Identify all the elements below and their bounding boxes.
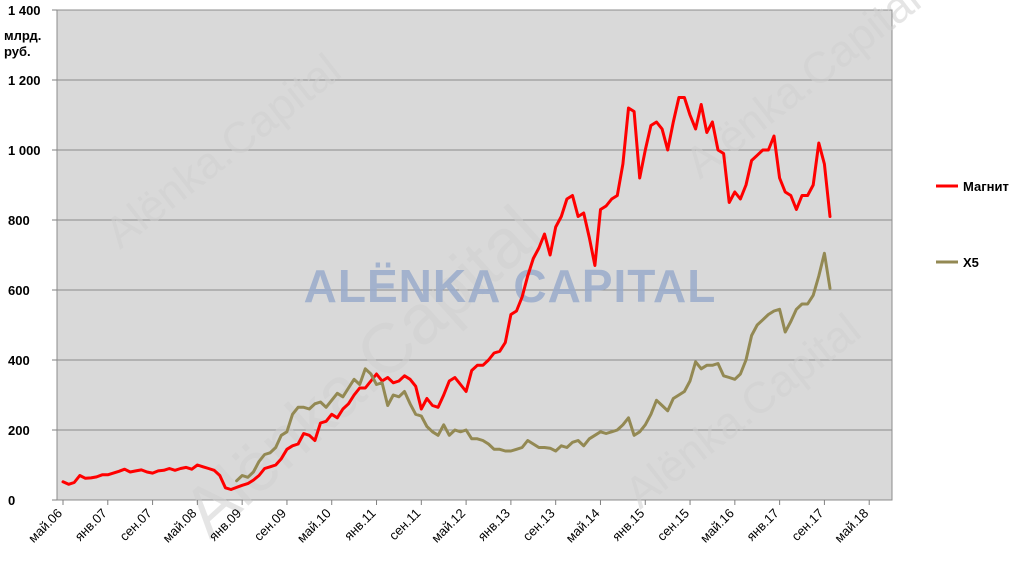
grid-lines: [57, 79, 892, 431]
y-tick-label: 1 200: [8, 73, 41, 88]
y-tick-label: 400: [8, 353, 30, 368]
y-unit-label-line1: млрд.: [4, 28, 41, 43]
y-tick-label: 600: [8, 283, 30, 298]
x-tick-label: янв.07: [72, 506, 110, 544]
x-tick-label: сен.15: [654, 506, 692, 544]
x-tick-label: май.12: [428, 506, 468, 546]
x-tick-label: янв.13: [475, 506, 513, 544]
x-tick-label: янв.11: [341, 506, 379, 544]
x-tick-label: май.10: [294, 506, 334, 546]
y-axis: 0 200 400 600 800 1 000 1 200 1 400: [8, 3, 57, 508]
x-tick-label: май.18: [831, 506, 871, 546]
x-tick-label: сен.11: [386, 506, 423, 543]
x-tick-label: май.16: [697, 506, 737, 546]
y-tick-label: 0: [8, 493, 15, 508]
x-tick-label: сен.17: [788, 506, 826, 544]
plot-area: [56, 9, 893, 501]
x-axis: май.06 янв.07 сен.07 май.08 янв.09 сен.09 май.…: [25, 500, 871, 545]
x-tick-label: янв.15: [609, 506, 647, 544]
y-unit-label-line2: руб.: [4, 44, 31, 59]
y-tick-label: 1 400: [8, 3, 41, 18]
x-tick-label: сен.07: [117, 506, 155, 544]
x-tick-label: сен.13: [520, 506, 558, 544]
legend-label: X5: [963, 255, 979, 270]
x-tick-label: май.14: [563, 506, 603, 546]
watermark-center: ALËNKA CAPITAL: [304, 260, 717, 312]
x-tick-label: май.06: [25, 506, 65, 546]
x-tick-label: янв.17: [743, 506, 781, 544]
x-tick-label: май.08: [160, 506, 200, 546]
legend-label: Магнит: [963, 179, 1009, 194]
series-lines: [61, 96, 832, 491]
y-tick-label: 800: [8, 213, 30, 228]
series-line-x5: [235, 251, 832, 483]
legend: Магнит X5: [936, 179, 1009, 270]
y-tick-label: 200: [8, 423, 30, 438]
y-tick-label: 1 000: [8, 143, 41, 158]
series-line-magnit: [61, 96, 832, 491]
